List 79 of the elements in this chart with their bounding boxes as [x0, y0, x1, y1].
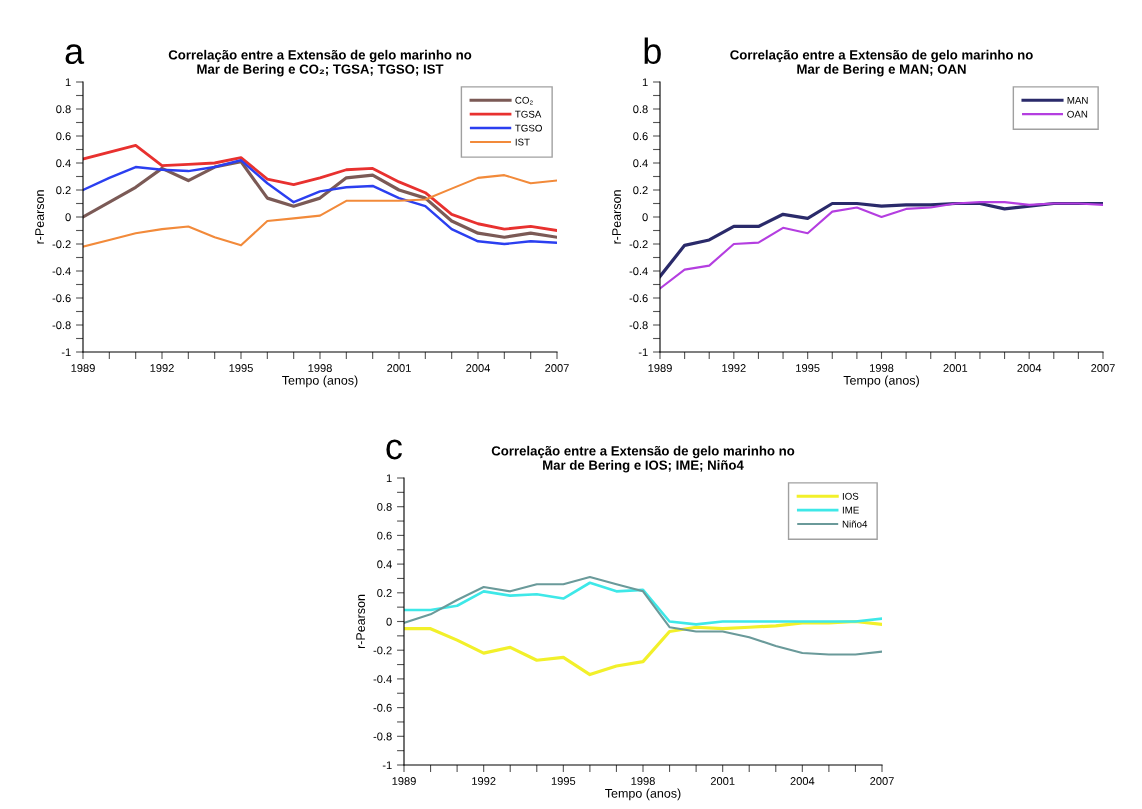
legend-label: TGSA [515, 110, 542, 118]
y-tick-label: 0 [642, 213, 648, 222]
line-series [404, 581, 882, 626]
x-tick-label: 1995 [796, 364, 820, 372]
y-tick-label: -0.8 [373, 732, 392, 741]
y-tick-label: 0.6 [377, 531, 392, 540]
y-tick-label: -0.8 [629, 321, 648, 330]
x-tick-label: 1992 [472, 777, 496, 785]
x-tick-label: 2004 [790, 777, 815, 785]
y-tick-label: 0.4 [633, 159, 648, 168]
x-tick-label: 1992 [150, 364, 174, 372]
y-tick-label: -0.6 [629, 294, 648, 303]
y-axis-title: r-Pearson [35, 190, 45, 244]
y-tick-label: 0.4 [377, 560, 392, 569]
y-tick-label: 0.2 [377, 589, 392, 597]
y-tick-label: 1 [65, 78, 71, 87]
x-tick-label: 1989 [392, 777, 416, 785]
y-tick-label: -0.6 [373, 703, 392, 712]
legend-label: Niño4 [842, 520, 868, 528]
x-axis-title: Tempo (anos) [282, 375, 358, 388]
y-tick-label: 0.8 [377, 502, 392, 511]
y-tick-label: -0.2 [373, 646, 392, 655]
y-tick-label: 0 [386, 617, 392, 626]
legend-label: IME [842, 506, 859, 514]
y-tick-label: 0.8 [633, 105, 648, 114]
y-tick-label: -0.2 [629, 240, 648, 249]
x-tick-label: 2004 [466, 364, 491, 372]
y-tick-label: -0.4 [629, 267, 648, 276]
line-series [404, 575, 882, 656]
legend-label: TGSO [515, 124, 542, 132]
y-tick-label: 0.8 [56, 105, 71, 114]
y-tick-label: -1 [638, 348, 648, 357]
y-tick-label: -0.4 [52, 267, 71, 276]
line-series [83, 174, 557, 248]
y-tick-label: 0 [65, 213, 71, 222]
x-tick-label: 2007 [870, 777, 894, 785]
chart-title: Correlação entre a Extensão de gelo marinho no Mar de Bering e CO₂; TGSA; TGSO; IST [168, 49, 472, 77]
line-series [83, 144, 557, 232]
y-tick-label: 1 [386, 474, 392, 483]
text: a [65, 44, 85, 65]
x-tick-label: 1989 [648, 364, 672, 372]
y-axis-title: r-Pearson [612, 190, 622, 244]
y-tick-label: -0.4 [373, 675, 392, 684]
y-axis-title: r-Pearson [356, 594, 366, 649]
chart-title: Correlação entre a Extensão de gelo marinho no Mar de Bering e MAN; OAN [730, 49, 1033, 77]
x-tick-label: 2001 [710, 777, 735, 785]
y-tick-label: -0.8 [52, 321, 71, 330]
y-tick-label: -1 [61, 348, 71, 357]
y-tick-label: 1 [642, 78, 648, 87]
y-tick-label: 0.2 [56, 186, 71, 195]
x-tick-label: 2001 [943, 364, 968, 372]
x-tick-label: 1995 [229, 364, 253, 372]
x-tick-label: 2004 [1017, 364, 1042, 372]
x-tick-label: 1998 [631, 777, 655, 785]
x-axis-title: Tempo (anos) [843, 375, 919, 388]
x-tick-label: 2001 [387, 364, 411, 372]
x-tick-label: 2007 [1091, 364, 1115, 372]
x-tick-label: 1989 [71, 364, 95, 372]
x-tick-label: 1998 [308, 364, 332, 372]
text: b [644, 37, 661, 65]
x-tick-label: 1995 [551, 777, 576, 785]
legend-label: OAN [1067, 110, 1088, 118]
x-tick-label: 1992 [722, 364, 746, 372]
legend-label: IOS [842, 492, 859, 500]
y-tick-label: -0.2 [52, 240, 71, 249]
x-tick-label: 2007 [545, 364, 569, 372]
text: c [386, 439, 402, 460]
y-tick-label: -0.6 [52, 294, 71, 303]
y-tick-label: 0.6 [56, 132, 71, 141]
legend-label: IST [515, 138, 530, 146]
x-axis-title: Tempo (anos) [605, 788, 681, 801]
y-tick-label: -1 [382, 761, 392, 770]
y-tick-label: 0.6 [633, 132, 648, 141]
legend-label: MAN [1067, 96, 1088, 104]
chart-title: Correlação entre a Extensão de gelo marinho no Mar de Bering e IOS; IME; Niño4 [491, 445, 795, 473]
x-tick-label: 1998 [869, 364, 894, 372]
legend-label: CO₂ [515, 96, 533, 105]
y-tick-label: 0.2 [633, 186, 648, 195]
y-tick-label: 0.4 [56, 159, 71, 168]
